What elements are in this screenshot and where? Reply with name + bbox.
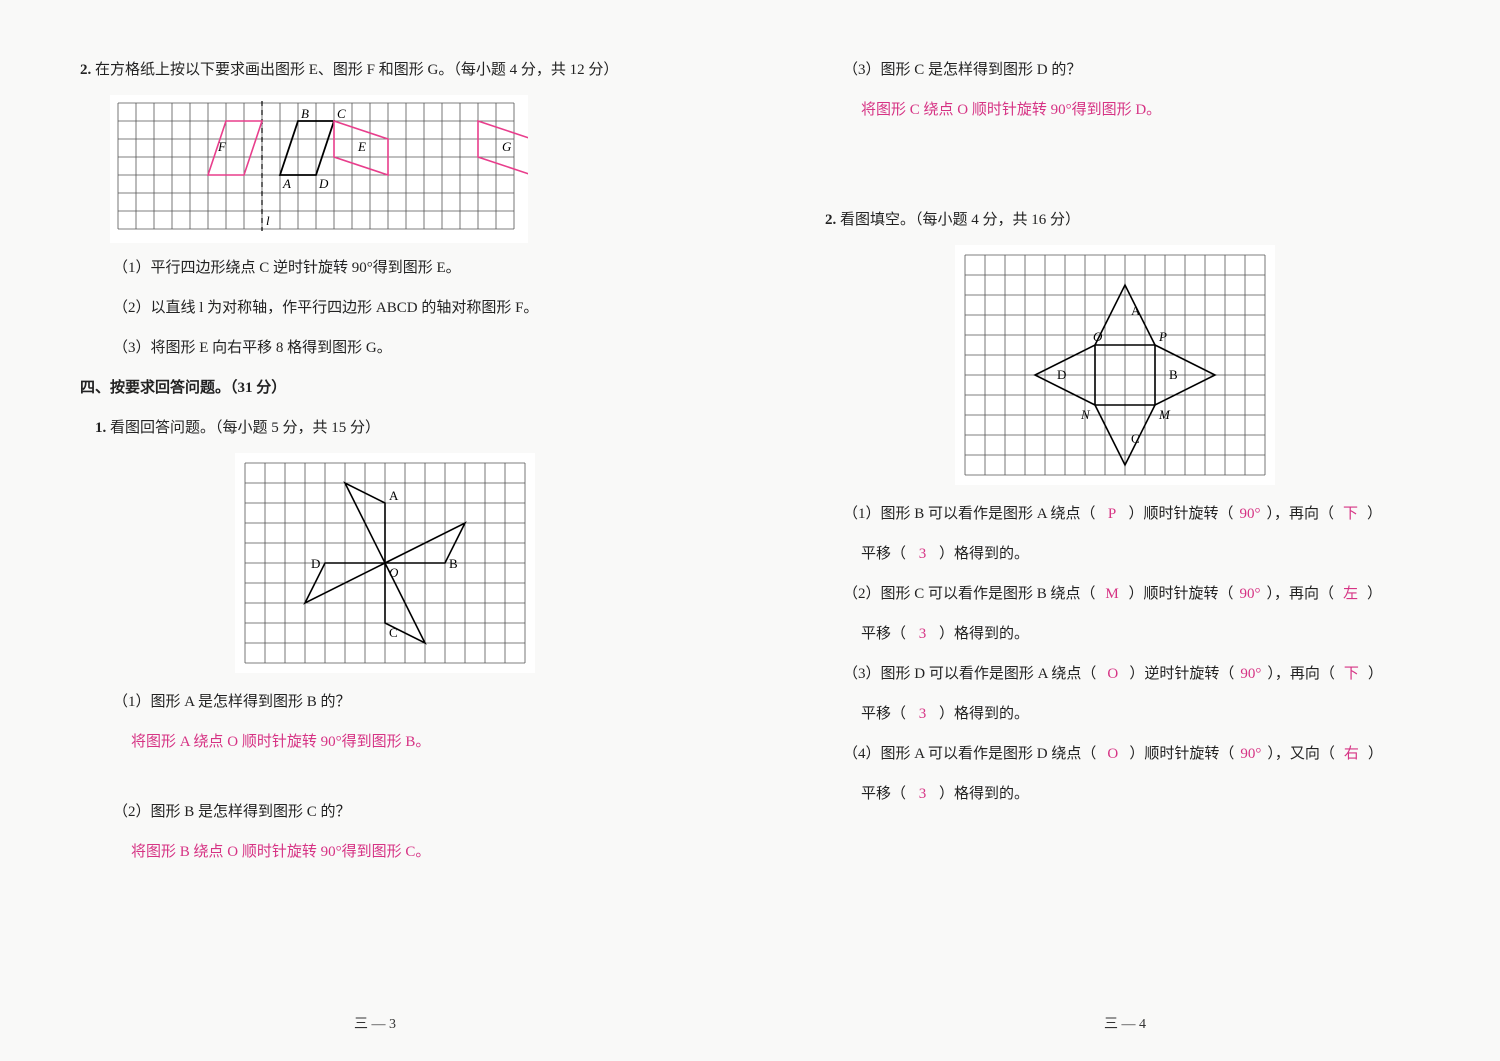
blank: 90°: [1234, 579, 1267, 609]
svg-text:G: G: [502, 139, 512, 154]
rq2-item-line2: 平移（3）格得到的。: [810, 539, 1420, 569]
blank: 3: [906, 779, 939, 809]
q2-s3: （3）将图形 E 向右平移 8 格得到图形 G。: [80, 333, 690, 363]
s4q1-p1q: （1）图形 A 是怎样得到图形 B 的？: [80, 687, 690, 717]
svg-text:C: C: [1131, 431, 1140, 446]
blank: P: [1096, 499, 1129, 529]
blank: 3: [906, 699, 939, 729]
blank: 90°: [1234, 739, 1267, 769]
rq2-num: 2.: [825, 212, 836, 228]
rq2-stem: 2. 看图填空。（每小题 4 分，共 16 分）: [810, 205, 1420, 235]
q2-stem: 2. 在方格纸上按以下要求画出图形 E、图形 F 和图形 G。（每小题 4 分，…: [80, 55, 690, 85]
q2-num: 2.: [80, 62, 91, 78]
footer-right: 三 — 4: [750, 1013, 1500, 1033]
rq2-item-line2: 平移（3）格得到的。: [810, 699, 1420, 729]
svg-text:B: B: [1169, 367, 1178, 382]
rq2-item-line2: 平移（3）格得到的。: [810, 619, 1420, 649]
svg-text:A: A: [389, 488, 399, 503]
page-left: 2. 在方格纸上按以下要求画出图形 E、图形 F 和图形 G。（每小题 4 分，…: [0, 0, 750, 1061]
s4q1-figure: A B C D O: [80, 453, 690, 673]
svg-text:C: C: [337, 106, 346, 121]
blank: 3: [906, 539, 939, 569]
svg-text:D: D: [311, 556, 320, 571]
rq2-item-line1: （4）图形 A 可以看作是图形 D 绕点（O）顺时针旋转（90°），又向（右）: [810, 739, 1420, 769]
blank: 下: [1335, 659, 1368, 689]
q2-figure: B C E G F A Dl: [110, 95, 690, 243]
rq2-item-line1: （2）图形 C 可以看作是图形 B 绕点（M）顺时针旋转（90°），再向（左）: [810, 579, 1420, 609]
svg-text:O: O: [389, 565, 399, 580]
q2-s1: （1）平行四边形绕点 C 逆时针旋转 90°得到图形 E。: [80, 253, 690, 283]
q2-text: 在方格纸上按以下要求画出图形 E、图形 F 和图形 G。（每小题 4 分，共 1…: [95, 62, 618, 78]
s4q1-p2a: 将图形 B 绕点 O 顺时针旋转 90°得到图形 C。: [80, 837, 690, 867]
spacer: [810, 135, 1420, 205]
svg-text:E: E: [357, 139, 366, 154]
svg-text:B: B: [301, 106, 309, 121]
svg-text:M: M: [1158, 407, 1171, 422]
blank: 下: [1334, 499, 1367, 529]
s4q1-p2q: （2）图形 B 是怎样得到图形 C 的？: [80, 797, 690, 827]
svg-text:C: C: [389, 625, 398, 640]
svg-text:l: l: [266, 213, 270, 228]
blank: O: [1096, 659, 1129, 689]
q2-s2: （2）以直线 l 为对称轴，作平行四边形 ABCD 的轴对称图形 F。: [80, 293, 690, 323]
s4q1-stem: 1. 看图回答问题。（每小题 5 分，共 15 分）: [80, 413, 690, 443]
svg-text:N: N: [1080, 407, 1091, 422]
blank: M: [1096, 579, 1129, 609]
svg-text:F: F: [217, 139, 227, 154]
blank: 90°: [1234, 499, 1267, 529]
svg-text:D: D: [318, 176, 329, 191]
rq2-item-line1: （3）图形 D 可以看作是图形 A 绕点（O）逆时针旋转（90°），再向（下）: [810, 659, 1420, 689]
rq2-item-line1: （1）图形 B 可以看作是图形 A 绕点（P）顺时针旋转（90°），再向（下）: [810, 499, 1420, 529]
svg-text:A: A: [282, 176, 291, 191]
s4q1-text: 看图回答问题。（每小题 5 分，共 15 分）: [110, 420, 380, 436]
rq2-text: 看图填空。（每小题 4 分，共 16 分）: [840, 212, 1080, 228]
page-right: （3）图形 C 是怎样得到图形 D 的？ 将图形 C 绕点 O 顺时针旋转 90…: [750, 0, 1500, 1061]
svg-text:A: A: [1131, 303, 1141, 318]
svg-text:D: D: [1057, 367, 1066, 382]
blank: 右: [1335, 739, 1368, 769]
blank: O: [1096, 739, 1129, 769]
blank: 90°: [1234, 659, 1267, 689]
svg-text:O: O: [1093, 329, 1103, 344]
section4-title: 四、按要求回答问题。（31 分）: [80, 373, 690, 403]
s4q1-p1a: 将图形 A 绕点 O 顺时针旋转 90°得到图形 B。: [80, 727, 690, 757]
svg-text:B: B: [449, 556, 458, 571]
blank: 左: [1334, 579, 1367, 609]
rq2-item-line2: 平移（3）格得到的。: [810, 779, 1420, 809]
svg-text:P: P: [1158, 329, 1167, 344]
footer-left: 三 — 3: [0, 1013, 750, 1033]
s4q1-num: 1.: [95, 420, 106, 436]
rq2-figure: A B C D O P M N: [810, 245, 1420, 485]
blank: 3: [906, 619, 939, 649]
s4q1-p3a: 将图形 C 绕点 O 顺时针旋转 90°得到图形 D。: [810, 95, 1420, 125]
rq2-items: （1）图形 B 可以看作是图形 A 绕点（P）顺时针旋转（90°），再向（下） 平…: [810, 499, 1420, 809]
spacer: [80, 767, 690, 797]
s4q1-p3q: （3）图形 C 是怎样得到图形 D 的？: [810, 55, 1420, 85]
